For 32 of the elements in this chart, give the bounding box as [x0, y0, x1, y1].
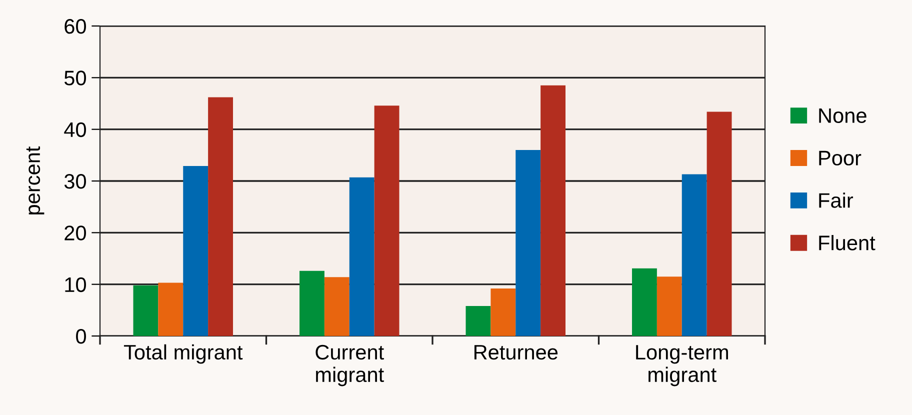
y-tick-label: 20: [64, 226, 86, 240]
bar: [133, 285, 158, 336]
bar: [490, 288, 516, 336]
bar: [682, 174, 707, 336]
x-tick-label: Current migrant: [316, 344, 384, 386]
legend-label: Poor: [819, 150, 862, 166]
bar: [374, 106, 400, 336]
x-tick-label: Total migrant: [124, 344, 243, 364]
y-tick-label: 40: [64, 122, 86, 138]
bar: [540, 85, 566, 336]
legend-label: None: [819, 108, 866, 123]
x-tick-label: Long-term migrant: [636, 345, 728, 386]
bar: [632, 268, 657, 336]
bar: [208, 97, 233, 336]
y-tick-label: 60: [64, 19, 86, 34]
bar: [183, 166, 208, 336]
legend-label: Fair: [819, 192, 854, 208]
bar: [706, 112, 732, 336]
y-tick-label: 0: [76, 329, 86, 344]
bar: [656, 276, 682, 336]
bar: [300, 270, 324, 336]
bar: [516, 150, 541, 336]
y-tick-label: 30: [64, 174, 86, 189]
bar: [324, 277, 350, 336]
legend-label: Fluent: [819, 235, 876, 250]
x-tick-label: Returnee: [474, 345, 558, 360]
y-axis-title: percent: [26, 146, 44, 214]
y-tick-label: 10: [65, 277, 86, 292]
bar: [466, 306, 491, 336]
bar: [158, 282, 184, 336]
bar: [349, 177, 374, 336]
y-tick-label: 50: [64, 70, 86, 86]
